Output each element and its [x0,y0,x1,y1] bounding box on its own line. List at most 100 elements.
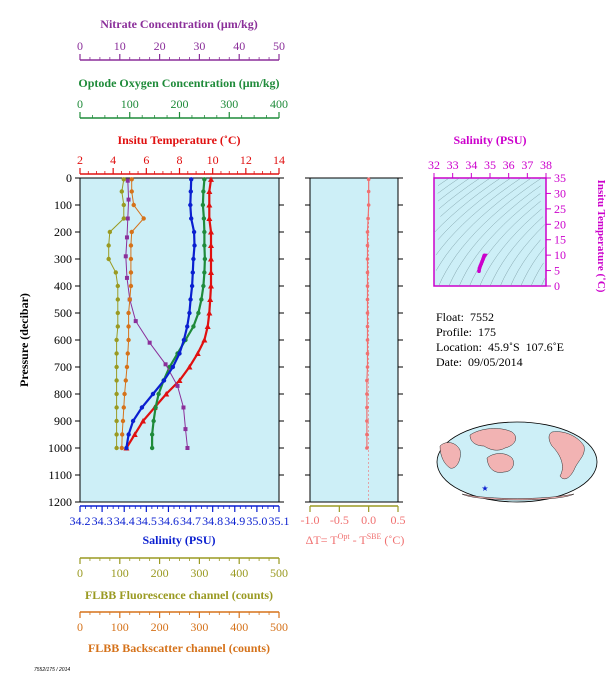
axis-tick-label: 400 [270,97,288,111]
series-point-temperature [163,391,170,397]
ts-isopycnal [434,177,501,233]
delta-t-series [365,177,371,502]
series-point-nitrate [125,216,130,221]
delta-t-point [365,297,370,302]
delta-t-point [365,351,370,356]
axis-tick-label: 35.1 [269,514,290,528]
axis-tick-label: 34.3 [92,514,113,528]
series-point-fluorescence [114,391,119,397]
series-point-fluorescence [119,189,124,194]
ts-isopycnal [489,216,544,287]
pressure-tick-label: 600 [54,333,72,347]
series-point-oxygen [149,432,155,437]
fluorescence-axis-title: FLBB Fluorescence channel (counts) [85,588,273,602]
delta-t-tick-label: -0.5 [330,513,349,527]
float-location-marker: ★ [481,484,488,493]
profile-date: Date: 09/05/2014 [436,355,523,369]
series-point-oxygen [202,243,207,248]
series-point-fluorescence [121,216,126,221]
ts-isopycnal [437,177,511,240]
series-point-nitrate [124,235,129,240]
axis-tick-label: 0 [77,566,83,580]
series-point-salinity [191,229,197,235]
ts-y-tick-label: 10 [554,248,566,262]
series-point-fluorescence [106,243,111,248]
delta-t-point [365,419,369,423]
ts-y-tick-label: 25 [554,202,566,216]
series-point-salinity [189,216,194,221]
series-point-temperature [208,176,215,182]
series-point-salinity [190,270,195,275]
series-point-fluorescence [114,445,119,451]
series-point-fluorescence [115,324,121,329]
series-point-salinity [188,189,193,194]
ts-y-tick-label: 0 [554,279,560,293]
series-point-backscatter [131,202,136,208]
pressure-tick-label: 500 [54,306,72,320]
profile-number: Profile: 175 [436,325,496,339]
axis-tick-label: 0 [77,97,83,111]
series-point-temperature [201,337,208,343]
ts-x-tick-label: 33 [447,158,459,172]
series-point-nitrate [183,427,188,432]
delta-t-point [365,243,370,248]
series-point-temperature [206,310,213,316]
series-point-fluorescence [114,432,119,437]
profile-panel [79,177,280,503]
series-point-fluorescence [106,256,111,262]
series-point-backscatter [125,351,130,356]
ts-isopycnal [435,177,532,271]
delta-t-point [365,405,369,410]
series-point-backscatter [119,432,125,437]
delta-t-point [365,432,369,437]
series-point-backscatter [123,378,128,383]
series-point-fluorescence [115,283,121,289]
series-point-backscatter [128,270,134,275]
series-point-backscatter [124,364,130,370]
series-point-fluorescence [115,310,121,316]
axis-tick-label: 34.8 [202,514,223,528]
delta-t-axis-title: ΔT= TOpt - TSBE (˚C) [306,532,405,547]
delta-t-axis: -1.0 -0.5 0.0 0.5 [301,177,406,527]
series-point-nitrate [147,340,152,345]
ts-x-tick-label: 35 [484,158,496,172]
series-point-salinity [130,418,136,424]
delta-t-point [365,392,369,396]
float-info: Float: 7552 Profile: 175 Location: 45.9˚… [436,310,564,370]
delta-t-tick-label: 0.0 [361,513,376,527]
series-point-oxygen [201,216,207,221]
delta-t-point [365,446,369,450]
delta-t-point [365,270,370,275]
axis-tick-label: 14 [273,153,285,167]
temperature-axis: 2 4 6 8 10 12 14 [77,153,285,175]
series-point-temperature [194,350,201,356]
series-point-salinity [124,445,129,451]
axis-tick-label: 300 [190,566,208,580]
temperature-axis-title: Insitu Temperature (˚C) [117,133,240,147]
ts-x-tick-label: 36 [503,158,515,172]
ts-points [477,253,488,273]
pressure-tick-label: 1200 [48,495,72,509]
fluorescence-axis: 0 100 200 300 400 500 [77,557,288,580]
delta-t-point [365,284,370,288]
axis-tick-label: 200 [151,566,169,580]
ts-isopycnal [479,208,542,287]
series-point-backscatter [129,177,134,182]
ts-isopycnal [510,239,541,287]
ts-x-tick-label: 34 [465,158,477,172]
series-point-backscatter [129,189,134,194]
series-point-oxygen [201,189,206,194]
series-point-oxygen [200,202,206,208]
axis-tick-label: 10 [114,39,126,53]
series-point-temperature [208,283,215,289]
series-point-backscatter [128,243,134,248]
series-point-nitrate [185,446,190,450]
ts-isopycnal [520,247,545,287]
ts-isopycnal [530,262,544,287]
series-point-fluorescence [114,405,119,410]
delta-t-point [365,365,370,369]
pressure-axis-title: Pressure (decibar) [17,293,31,387]
axis-tick-label: 40 [233,39,245,53]
series-point-fluorescence [114,418,119,424]
